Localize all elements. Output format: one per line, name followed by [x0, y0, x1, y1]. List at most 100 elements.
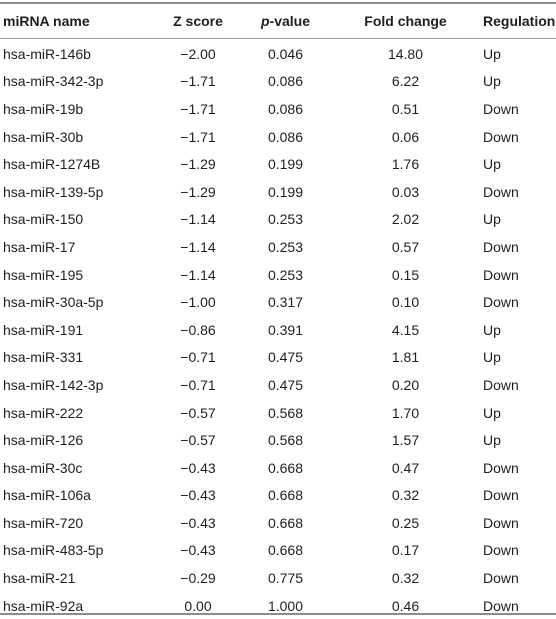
cell-fold-change: 0.47: [391, 459, 420, 476]
table-row: hsa-miR-150 −1.14 0.253 2.02 Up: [0, 206, 556, 234]
table-row: hsa-miR-106a −0.43 0.668 0.32 Down: [0, 482, 556, 510]
cell-regulation: Down: [483, 459, 519, 476]
cell-p-value: 0.086: [267, 73, 304, 90]
cell-z-score: 0.00: [184, 597, 212, 614]
cell-fold-change: 0.20: [391, 376, 420, 393]
cell-fold-change: 6.22: [391, 73, 420, 90]
cell-fold-change: 0.57: [391, 238, 420, 255]
cell-p-value: 0.253: [267, 238, 304, 255]
cell-z-score: −1.14: [180, 211, 216, 228]
table-row: hsa-miR-30a-5p −1.00 0.317 0.10 Down: [0, 288, 556, 316]
cell-regulation: Down: [483, 183, 519, 200]
cell-regulation: Up: [483, 45, 501, 62]
cell-p-value: 0.199: [267, 183, 304, 200]
cell-regulation: Down: [483, 514, 519, 531]
cell-p-value: 0.391: [267, 321, 304, 338]
cell-fold-change: 0.10: [391, 294, 420, 311]
cell-mirna-name: hsa-miR-92a: [3, 597, 84, 614]
table-row: hsa-miR-21 −0.29 0.775 0.32 Down: [0, 564, 556, 592]
table-row: hsa-miR-222 −0.57 0.568 1.70 Up: [0, 399, 556, 427]
header-mirna-name: miRNA name: [3, 13, 90, 29]
cell-p-value: 0.668: [267, 459, 304, 476]
table-row: hsa-miR-1274B −1.29 0.199 1.76 Up: [0, 150, 556, 178]
cell-mirna-name: hsa-miR-222: [3, 404, 84, 421]
cell-regulation: Down: [483, 597, 519, 614]
cell-z-score: −0.43: [180, 459, 216, 476]
table-row: hsa-miR-191 −0.86 0.391 4.15 Up: [0, 316, 556, 344]
cell-regulation: Down: [483, 128, 519, 145]
cell-fold-change: 0.06: [391, 128, 420, 145]
cell-fold-change: 1.81: [391, 349, 420, 366]
cell-mirna-name: hsa-miR-19b: [3, 100, 84, 117]
table-row: hsa-miR-342-3p −1.71 0.086 6.22 Up: [0, 68, 556, 96]
cell-p-value: 0.253: [267, 211, 304, 228]
table-row: hsa-miR-19b −1.71 0.086 0.51 Down: [0, 95, 556, 123]
cell-fold-change: 1.57: [391, 432, 420, 449]
table-header-rule: [0, 38, 556, 39]
header-p-value: p-value: [243, 4, 328, 38]
cell-regulation: Up: [483, 349, 501, 366]
cell-fold-change: 0.32: [391, 487, 420, 504]
table-bottom-rule: [0, 613, 556, 615]
cell-p-value: 0.475: [267, 376, 304, 393]
table-body: hsa-miR-146b −2.00 0.046 14.80 Up hsa-miR-342…: [0, 38, 556, 619]
cell-regulation: Up: [483, 404, 501, 421]
cell-mirna-name: hsa-miR-342-3p: [3, 73, 104, 90]
cell-mirna-name: hsa-miR-483-5p: [3, 542, 104, 559]
cell-z-score: −1.00: [180, 294, 216, 311]
cell-p-value: 0.775: [267, 570, 304, 587]
cell-z-score: −0.29: [180, 570, 216, 587]
cell-fold-change: 0.15: [391, 266, 420, 283]
cell-mirna-name: hsa-miR-126: [3, 432, 84, 449]
cell-p-value: 0.568: [267, 432, 304, 449]
cell-mirna-name: hsa-miR-142-3p: [3, 376, 104, 393]
cell-mirna-name: hsa-miR-195: [3, 266, 84, 283]
table-row: hsa-miR-142-3p −0.71 0.475 0.20 Down: [0, 371, 556, 399]
table-row: hsa-miR-483-5p −0.43 0.668 0.17 Down: [0, 537, 556, 565]
cell-regulation: Up: [483, 156, 501, 173]
cell-z-score: −1.29: [180, 183, 216, 200]
cell-fold-change: 2.02: [391, 211, 420, 228]
table-row: hsa-miR-126 −0.57 0.568 1.57 Up: [0, 426, 556, 454]
table-row: hsa-miR-195 −1.14 0.253 0.15 Down: [0, 261, 556, 289]
cell-fold-change: 0.32: [391, 570, 420, 587]
cell-z-score: −1.71: [180, 73, 216, 90]
cell-mirna-name: hsa-miR-720: [3, 514, 84, 531]
cell-regulation: Down: [483, 570, 519, 587]
cell-z-score: −1.29: [180, 156, 216, 173]
cell-p-value: 0.668: [267, 542, 304, 559]
table-row: hsa-miR-139-5p −1.29 0.199 0.03 Down: [0, 178, 556, 206]
cell-z-score: −1.71: [180, 100, 216, 117]
cell-mirna-name: hsa-miR-30a-5p: [3, 294, 104, 311]
cell-regulation: Down: [483, 376, 519, 393]
cell-fold-change: 0.03: [391, 183, 420, 200]
cell-regulation: Up: [483, 321, 501, 338]
table-row: hsa-miR-92a 0.00 1.000 0.46 Down: [0, 592, 556, 619]
table-header-row: miRNA name Z score p-value Fold change R…: [0, 4, 556, 38]
cell-fold-change: 4.15: [391, 321, 420, 338]
cell-p-value: 0.086: [267, 128, 304, 145]
cell-z-score: −2.00: [180, 45, 216, 62]
cell-z-score: −0.86: [180, 321, 216, 338]
cell-p-value: 0.199: [267, 156, 304, 173]
cell-mirna-name: hsa-miR-30c: [3, 459, 83, 476]
cell-mirna-name: hsa-miR-139-5p: [3, 183, 104, 200]
table-row: hsa-miR-30c −0.43 0.668 0.47 Down: [0, 454, 556, 482]
cell-mirna-name: hsa-miR-17: [3, 238, 76, 255]
header-fold-change: Fold change: [364, 13, 447, 29]
header-regulation: Regulation: [483, 13, 556, 29]
cell-fold-change: 0.17: [391, 542, 420, 559]
cell-p-value: 0.317: [267, 294, 304, 311]
cell-mirna-name: hsa-miR-150: [3, 211, 84, 228]
cell-p-value: 1.000: [267, 597, 304, 614]
cell-z-score: −0.71: [180, 349, 216, 366]
header-p-italic: p: [260, 13, 270, 29]
header-p-rest: -value: [269, 13, 311, 29]
cell-mirna-name: hsa-miR-106a: [3, 487, 91, 504]
cell-regulation: Up: [483, 432, 501, 449]
cell-regulation: Up: [483, 211, 501, 228]
table-row: hsa-miR-30b −1.71 0.086 0.06 Down: [0, 123, 556, 151]
cell-regulation: Down: [483, 100, 519, 117]
cell-mirna-name: hsa-miR-1274B: [3, 156, 101, 173]
cell-regulation: Down: [483, 487, 519, 504]
